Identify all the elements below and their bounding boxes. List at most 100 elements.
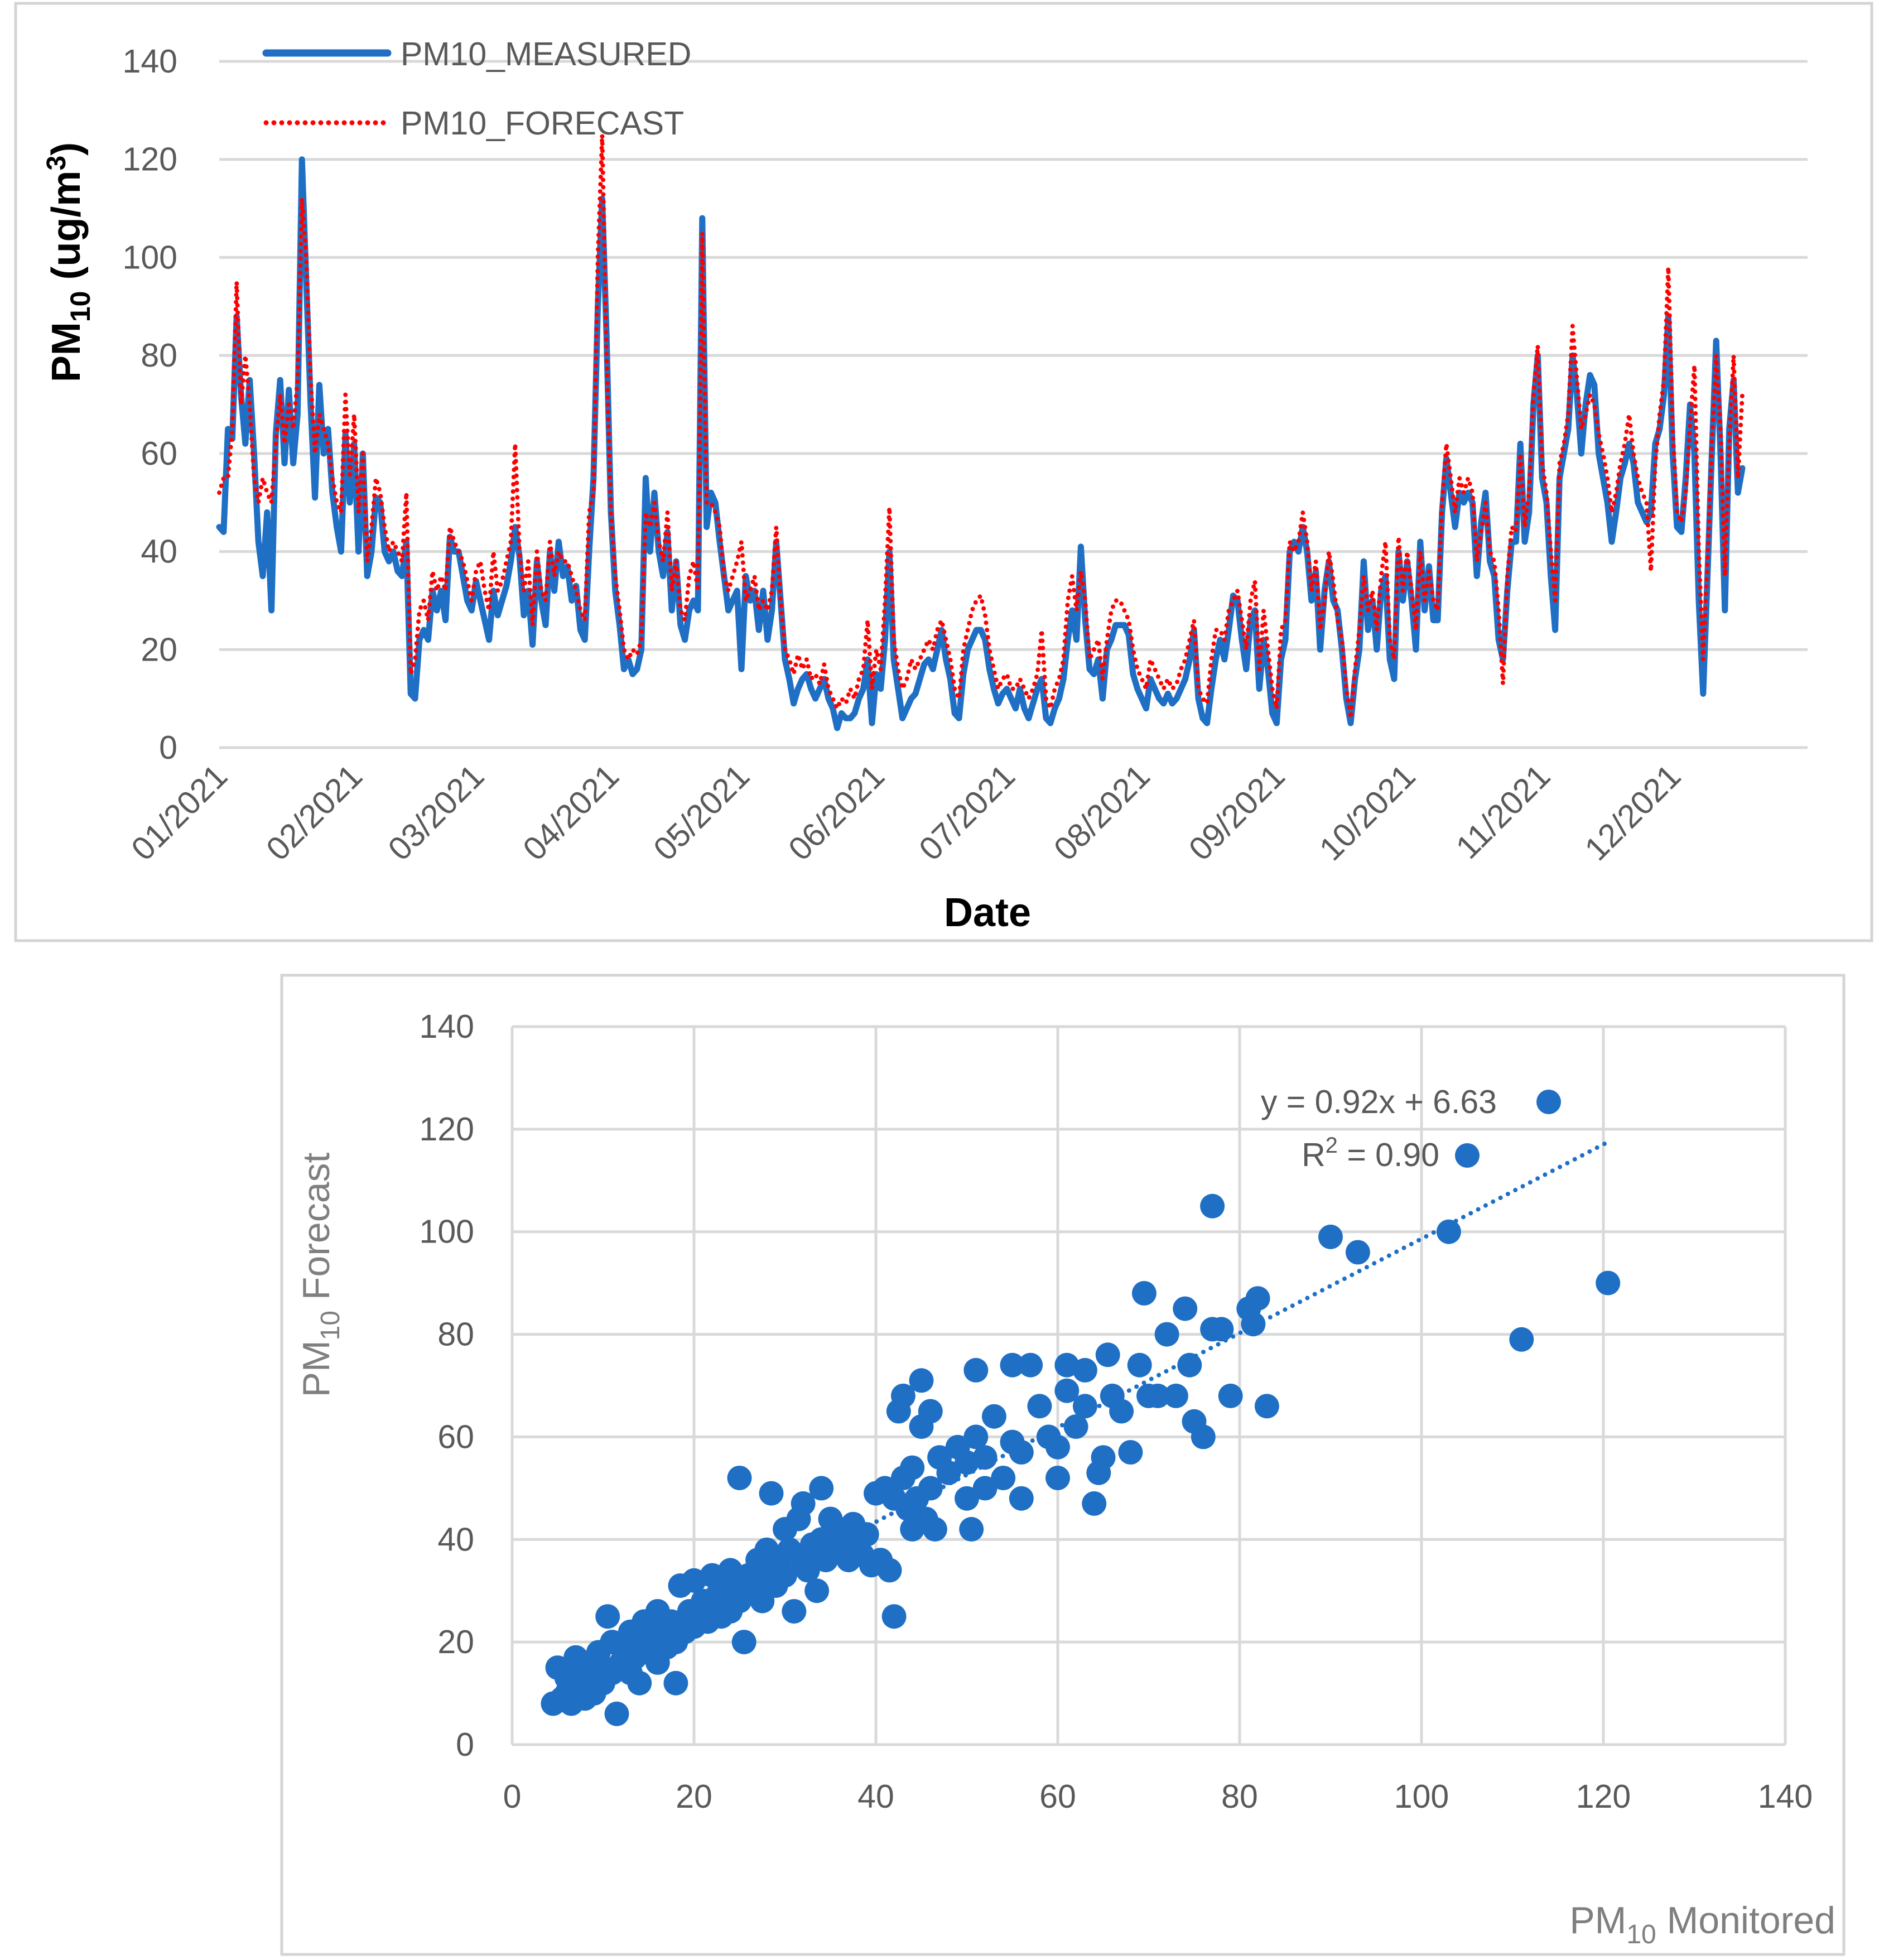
line-y-tick-label: 120 <box>123 141 177 178</box>
scatter-point <box>731 1630 757 1655</box>
scatter-point <box>1095 1342 1120 1367</box>
scatter-point <box>595 1604 620 1629</box>
scatter-point <box>922 1516 947 1542</box>
line-chart-gridlines <box>219 60 1808 749</box>
line-chart-y-tick-labels: 0 20 40 60 80 100 120 140 <box>123 43 177 766</box>
line-y-tick-label: 60 <box>141 435 177 472</box>
scatter-point <box>918 1476 943 1501</box>
scatter-point <box>1163 1383 1188 1408</box>
scatter-point <box>1091 1445 1116 1470</box>
scatter-point <box>1154 1322 1179 1347</box>
scatter-point <box>1118 1440 1143 1465</box>
scatter-chart-points <box>541 1193 1621 1726</box>
scatter-point <box>727 1466 752 1490</box>
scatter-chart-x-axis-title: PM10 Monitored <box>1569 1899 1835 1949</box>
scatter-point <box>1509 1327 1534 1352</box>
scatter-y-tick-label: 120 <box>420 1111 474 1148</box>
scatter-chart-y-axis-title: PM10 Forecast <box>295 1152 345 1397</box>
scatter-point <box>782 1599 807 1624</box>
trendline-equation-marker <box>1536 1090 1561 1114</box>
scatter-x-tick-label: 20 <box>676 1778 712 1815</box>
scatter-point <box>918 1399 943 1424</box>
scatter-point <box>959 1516 984 1542</box>
scatter-point <box>1027 1394 1052 1419</box>
scatter-point <box>1109 1399 1134 1424</box>
scatter-point <box>972 1476 998 1501</box>
scatter-point <box>936 1460 961 1485</box>
scatter-point <box>1345 1240 1370 1265</box>
line-chart-x-axis-title: Date <box>944 890 1031 935</box>
trendline-r-squared-marker <box>1455 1143 1480 1168</box>
scatter-point <box>1072 1394 1097 1419</box>
scatter-point <box>972 1445 998 1470</box>
scatter-y-tick-label: 20 <box>437 1624 474 1660</box>
scatter-point <box>1131 1281 1157 1306</box>
scatter-x-tick-label: 60 <box>1039 1778 1076 1815</box>
scatter-y-tick-label: 60 <box>437 1418 474 1455</box>
scatter-point <box>1245 1286 1270 1311</box>
scatter-chart-x-tick-labels: 0 20 40 60 80 100 120 140 <box>503 1778 1813 1815</box>
scatter-point <box>809 1476 834 1501</box>
scatter-x-tick-label: 80 <box>1221 1778 1258 1815</box>
legend-label-measured: PM10_MEASURED <box>401 36 691 73</box>
line-y-tick-label: 140 <box>123 43 177 80</box>
line-y-tick-label: 0 <box>159 729 177 766</box>
scatter-point <box>900 1455 925 1480</box>
scatter-point <box>1018 1352 1043 1378</box>
scatter-point <box>1173 1296 1198 1321</box>
scatter-point <box>1072 1357 1097 1383</box>
scatter-y-tick-label: 0 <box>456 1726 474 1763</box>
scatter-point <box>909 1368 934 1393</box>
scatter-point <box>773 1563 797 1588</box>
scatter-y-tick-label: 140 <box>420 1008 474 1045</box>
line-chart-y-axis-title: PM10 (ug/m3) <box>42 142 96 382</box>
scatter-point <box>1436 1219 1461 1244</box>
scatter-point <box>759 1481 784 1506</box>
scatter-point <box>627 1670 652 1696</box>
scatter-y-tick-label: 100 <box>420 1213 474 1250</box>
scatter-point <box>854 1522 879 1547</box>
scatter-point <box>791 1491 816 1516</box>
scatter-point <box>877 1558 902 1583</box>
scatter-point <box>795 1558 820 1583</box>
scatter-point <box>1218 1383 1243 1408</box>
line-chart-legend: PM10_MEASURED PM10_FORECAST <box>262 36 691 142</box>
scatter-point <box>955 1486 979 1511</box>
scatter-chart-panel <box>280 974 1846 1956</box>
scatter-x-tick-label: 100 <box>1394 1778 1449 1815</box>
scatter-point <box>1009 1486 1034 1511</box>
scatter-point <box>1200 1193 1225 1219</box>
trendline-r-squared: R2 = 0.90 <box>1302 1133 1439 1173</box>
scatter-y-tick-label: 80 <box>437 1316 474 1353</box>
scatter-point <box>890 1383 916 1408</box>
scatter-point <box>1000 1352 1025 1378</box>
line-series-forecast <box>217 132 1745 721</box>
trendline-equation: y = 0.92x + 6.63 <box>1261 1083 1497 1120</box>
line-chart-panel <box>14 2 1873 942</box>
scatter-point <box>1009 1440 1034 1465</box>
scatter-point <box>663 1670 688 1696</box>
scatter-chart-y-tick-labels: 0 20 40 60 80 100 120 140 <box>420 1008 474 1763</box>
line-y-tick-label: 100 <box>123 239 177 276</box>
scatter-point <box>1254 1394 1279 1419</box>
scatter-point <box>1127 1352 1152 1378</box>
scatter-chart-gridlines <box>510 1025 1787 1746</box>
legend-label-forecast: PM10_FORECAST <box>401 105 684 142</box>
scatter-x-tick-label: 140 <box>1758 1778 1813 1815</box>
scatter-point <box>1209 1317 1234 1342</box>
scatter-point <box>1145 1383 1170 1408</box>
scatter-point <box>1191 1424 1216 1449</box>
scatter-x-tick-label: 40 <box>857 1778 894 1815</box>
scatter-point <box>1596 1270 1621 1296</box>
scatter-point <box>1082 1491 1107 1516</box>
scatter-point <box>804 1578 830 1603</box>
scatter-point <box>1241 1312 1266 1337</box>
scatter-x-tick-label: 120 <box>1576 1778 1631 1815</box>
line-y-tick-label: 40 <box>141 533 177 570</box>
scatter-point <box>1177 1352 1202 1378</box>
scatter-y-tick-label: 40 <box>437 1521 474 1558</box>
scatter-point <box>991 1466 1016 1490</box>
scatter-point <box>963 1424 989 1449</box>
line-chart-series <box>216 132 1746 731</box>
